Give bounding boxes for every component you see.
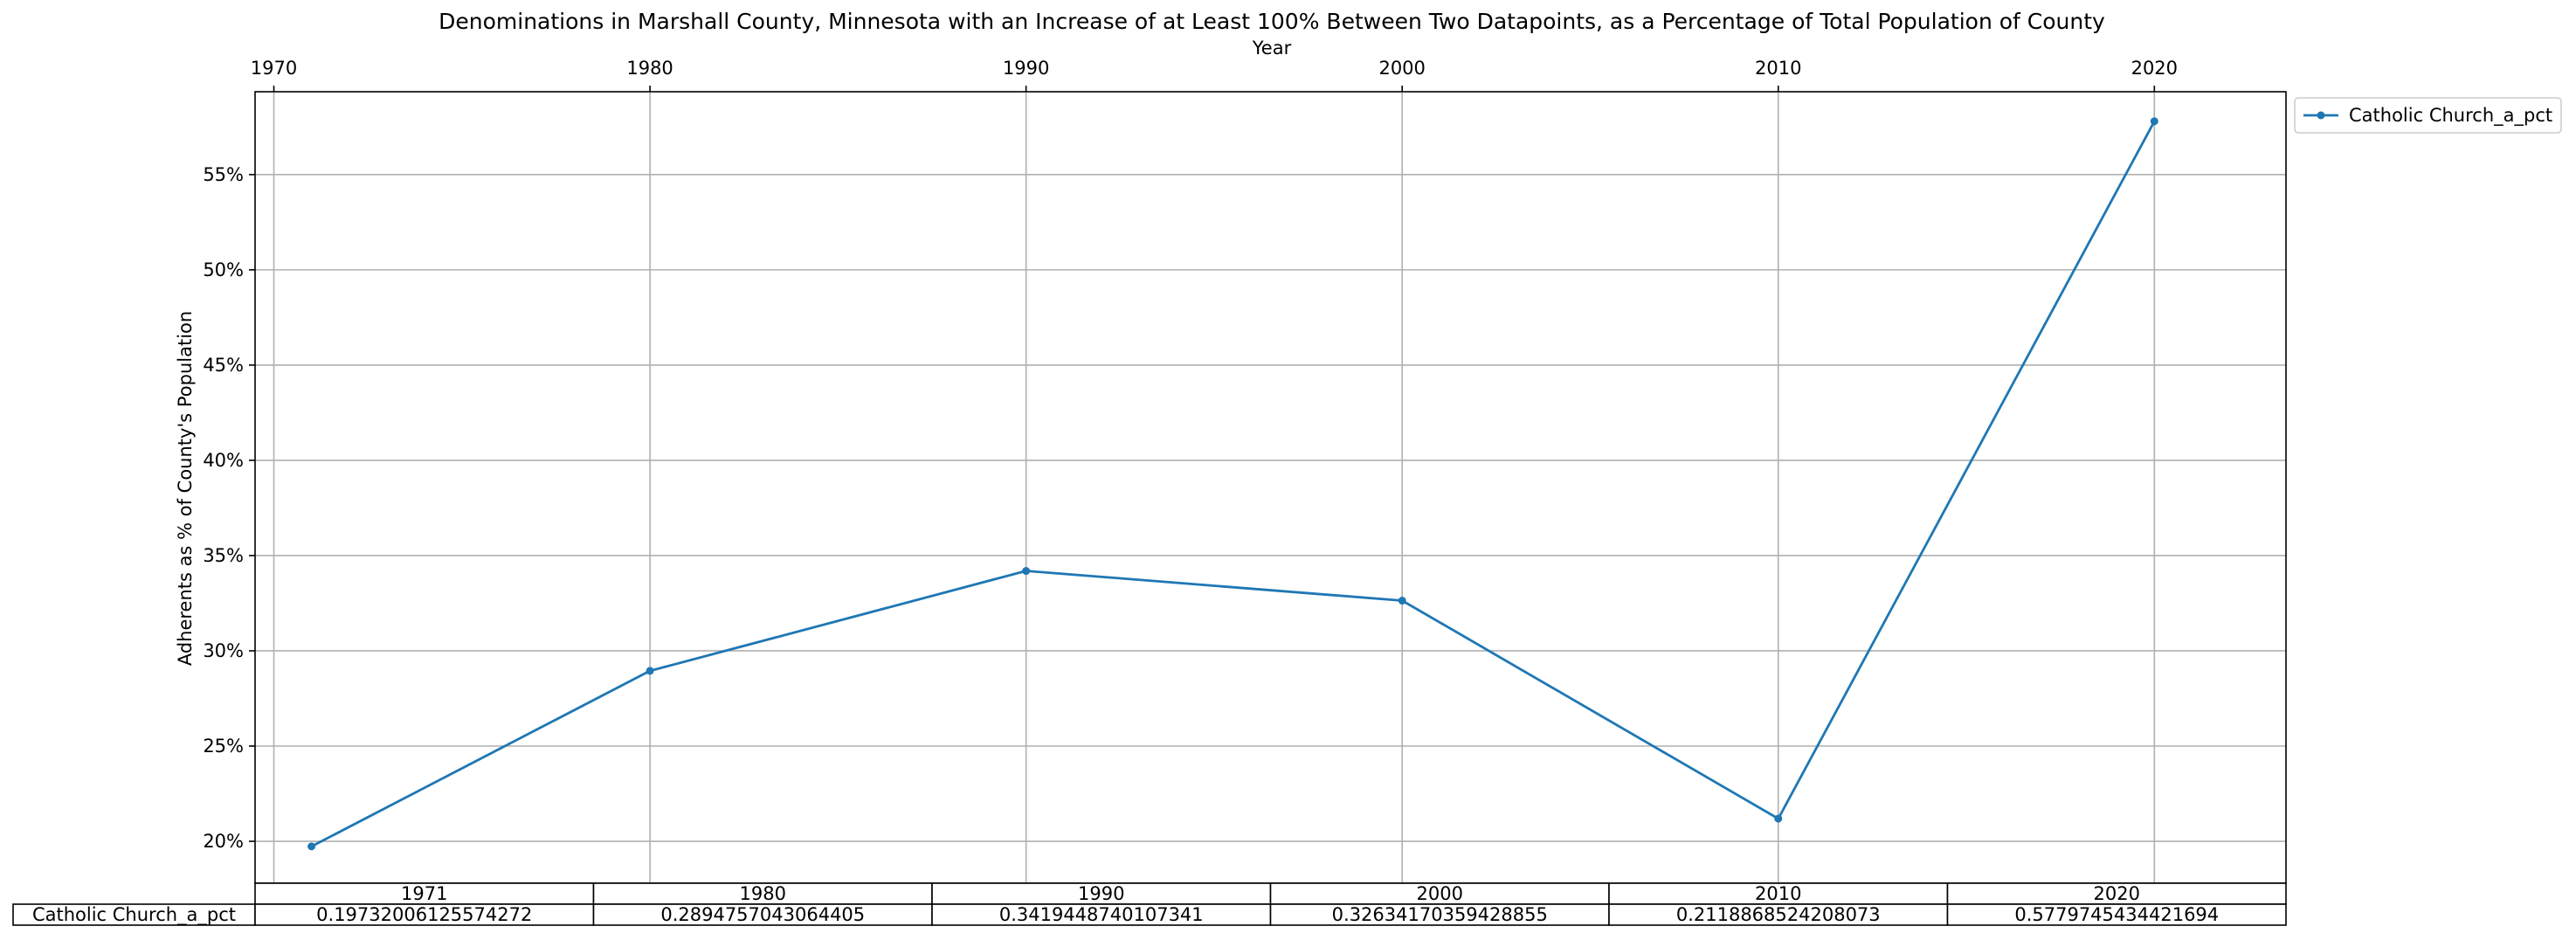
table-header-cell bbox=[1269, 882, 1610, 905]
grid bbox=[255, 92, 2286, 883]
legend: Catholic Church_a_pct bbox=[2294, 97, 2562, 134]
y-tick-label: 35% bbox=[203, 545, 244, 566]
table-data-cell bbox=[254, 903, 595, 926]
x-tick-label: 2020 bbox=[2131, 58, 2178, 79]
plot-frame bbox=[254, 91, 2287, 884]
chart-title: Denominations in Marshall County, Minnes… bbox=[439, 9, 2105, 34]
x-tick-label: 1990 bbox=[1003, 58, 1049, 79]
series-layer bbox=[307, 117, 2158, 851]
y-tick-label: 30% bbox=[203, 640, 244, 661]
table-header-cell bbox=[592, 882, 933, 905]
table-header-label: 1971 bbox=[401, 883, 447, 904]
y-tick-label: 45% bbox=[203, 355, 244, 376]
y-tick-label: 40% bbox=[203, 450, 244, 471]
x-axis-label: Year bbox=[1252, 38, 1292, 59]
table-row-label-cell bbox=[12, 903, 256, 926]
table-data-value: 0.3419448740107341 bbox=[999, 904, 1204, 925]
table-data-value: 0.5779745434421694 bbox=[2014, 904, 2219, 925]
y-tick-label: 25% bbox=[203, 736, 244, 757]
y-tick-label: 55% bbox=[203, 164, 244, 185]
series-line bbox=[310, 121, 2156, 848]
table-data-cell bbox=[1269, 903, 1610, 926]
table-data-value: 0.32634170359428855 bbox=[1332, 904, 1548, 925]
legend-label: Catholic Church_a_pct bbox=[2349, 105, 2552, 127]
x-tick-label: 1970 bbox=[251, 58, 297, 79]
table-header-cell bbox=[1946, 882, 2287, 905]
table-header-label: 2010 bbox=[1755, 883, 1801, 904]
data-table: 1971 1980 1990 2000 2010 2020 Catholic Church_… bbox=[12, 882, 2287, 926]
y-tick-label: 20% bbox=[203, 831, 244, 852]
y-tick-label: 50% bbox=[203, 259, 244, 280]
legend-marker bbox=[2317, 111, 2325, 120]
table-data-cell bbox=[1608, 903, 1949, 926]
table-data-cell bbox=[1946, 903, 2287, 926]
data-point bbox=[307, 842, 316, 851]
table-header-label: 1980 bbox=[740, 883, 786, 904]
data-point bbox=[646, 667, 654, 675]
x-tick-label: 2000 bbox=[1378, 58, 1425, 79]
table-data-value: 0.19732006125574272 bbox=[316, 904, 532, 925]
table-header-label: 1990 bbox=[1078, 883, 1124, 904]
x-tick-label: 1980 bbox=[626, 58, 673, 79]
data-point bbox=[2150, 117, 2158, 126]
legend-box bbox=[2294, 97, 2562, 134]
table-header-label: 2020 bbox=[2094, 883, 2140, 904]
y-axis-label: Adherents as % of County's Population bbox=[175, 311, 196, 666]
table-header-cell bbox=[254, 882, 595, 905]
x-tick-label: 2010 bbox=[1755, 58, 1801, 79]
axis-ticks: 1970 1980 1990 2000 2010 2020 20% 25% 30% 35% 40% 4… bbox=[203, 58, 2178, 852]
table-data-value: 0.2118868524208073 bbox=[1676, 904, 1881, 925]
data-point bbox=[1022, 567, 1031, 576]
data-point bbox=[1398, 597, 1406, 605]
table-row-label: Catholic Church_a_pct bbox=[32, 904, 236, 926]
data-point bbox=[1774, 814, 1783, 823]
table-data-value: 0.2894757043064405 bbox=[660, 904, 865, 925]
table-header-label: 2000 bbox=[1417, 883, 1463, 904]
